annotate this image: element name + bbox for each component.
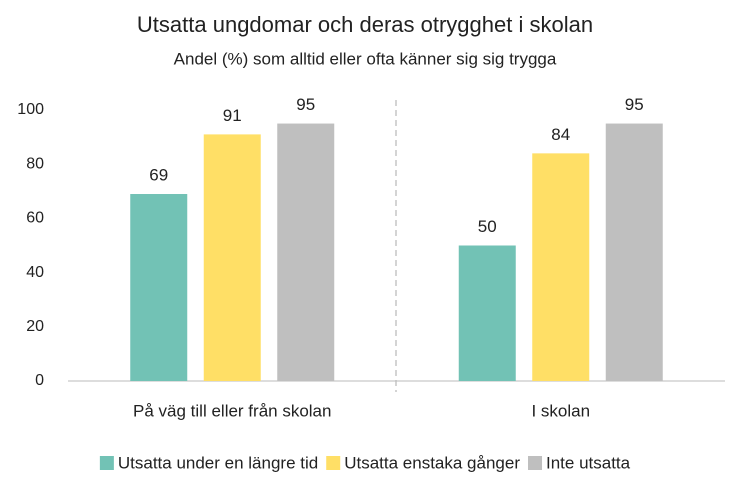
value-label: 95 [296,95,315,114]
y-tick-label: 80 [26,155,44,172]
chart-title: Utsatta ungdomar och deras otrygghet i s… [137,12,593,37]
legend-label: Inte utsatta [546,453,631,472]
legend-swatch [99,456,114,470]
x-tick-label: På väg till eller från skolan [133,401,331,420]
legend-swatch [326,456,341,470]
chart-subtitle: Andel (%) som alltid eller ofta känner s… [174,49,557,68]
bar [277,123,335,382]
y-tick-label: 40 [26,264,44,281]
bar [605,123,663,382]
value-label: 91 [223,106,242,125]
legend-label: Utsatta under en längre tid [118,453,318,472]
value-label: 50 [478,217,497,236]
y-tick-label: 0 [35,372,44,389]
legend-label: Utsatta enstaka gånger [344,453,520,472]
value-label: 84 [551,125,570,144]
y-tick-label: 60 [26,210,44,227]
y-tick-label: 20 [26,318,44,335]
value-label: 69 [149,165,168,184]
y-tick-label: 100 [17,101,44,118]
bar [130,194,188,381]
x-tick-label: I skolan [531,401,590,420]
value-label: 95 [625,95,644,114]
legend-swatch [528,456,543,470]
bar [532,153,590,381]
bar [203,134,261,381]
bar [458,245,516,381]
